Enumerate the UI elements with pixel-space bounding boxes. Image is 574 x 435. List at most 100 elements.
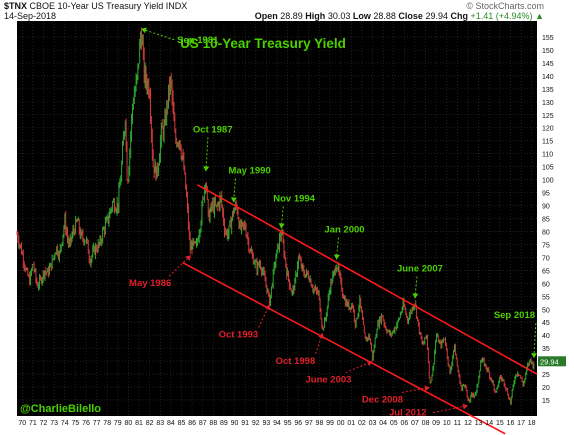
annotation-label: Oct 1987: [193, 124, 233, 135]
annotation-label: Dec 2008: [362, 394, 403, 405]
channel-upper-line: [197, 184, 538, 375]
annotation-arrowhead: [531, 352, 538, 359]
symbol: $TNX: [4, 1, 28, 11]
y-tick-label: 50: [542, 307, 550, 314]
x-tick-label: 78: [103, 420, 111, 427]
y-tick-label: 80: [542, 229, 550, 236]
y-tick-label: 90: [542, 204, 550, 211]
x-tick-label: 76: [82, 420, 90, 427]
channel-lower-line: [182, 261, 506, 435]
x-tick-label: 90: [231, 420, 239, 427]
annotation-arrowhead: [203, 166, 210, 172]
x-tick-label: 02: [358, 420, 366, 427]
x-tick-label: 04: [379, 420, 387, 427]
x-tick-label: 11: [454, 420, 461, 427]
y-tick-label: 65: [542, 268, 550, 275]
y-tick-label: 95: [542, 191, 550, 198]
annotation-label: May 1990: [228, 166, 270, 177]
x-tick-label: 14: [485, 420, 493, 427]
y-tick-label: 140: [542, 74, 554, 81]
annotation-arrow: [533, 323, 537, 359]
annotation-arrowhead: [278, 223, 285, 229]
y-tick-label: 125: [542, 113, 554, 120]
annotation-label: June 2007: [397, 263, 443, 274]
symbol-description: CBOE 10-Year US Treasury Yield INDX: [29, 1, 188, 11]
y-tick-label: 155: [542, 35, 554, 42]
close-label: Close: [398, 11, 423, 21]
annotation-arrow: [168, 254, 192, 277]
trend-channel: [182, 184, 538, 435]
annotation-arrowhead: [185, 255, 192, 261]
annotation-arrowhead: [141, 27, 147, 34]
close-value: 29.94: [425, 11, 448, 21]
chg-value: +1.41 (+4.94%): [470, 11, 533, 21]
x-tick-label: 85: [178, 420, 186, 427]
annotation-label: Jul 2012: [389, 408, 427, 419]
annotation-arrowhead: [333, 254, 340, 260]
x-axis: 70 71 72 73 74 75 76 77 78 79 80 81 82 83 84 85 86 87 88 89…: [18, 420, 535, 427]
high-value: 30.03: [327, 11, 351, 21]
x-tick-label: 17: [517, 420, 525, 427]
x-tick-label: 82: [146, 420, 154, 427]
x-tick-label: 99: [326, 420, 334, 427]
y-tick-label: 85: [542, 217, 550, 224]
annotation-label: Oct 1993: [219, 329, 259, 340]
last-price-box: [538, 356, 566, 367]
y-tick-label: 20: [542, 385, 550, 392]
x-tick-label: 93: [262, 420, 270, 427]
x-tick-label: 10: [443, 420, 451, 427]
annotation-arrow: [141, 28, 175, 41]
x-tick-label: 70: [18, 420, 26, 427]
annotation-arrowhead: [318, 333, 324, 339]
y-tick-label: 145: [542, 61, 554, 68]
y-tick-label: 110: [542, 152, 553, 159]
x-tick-label: 06: [400, 420, 408, 427]
chart-title: US 10-Year Treasury Yield: [180, 36, 346, 51]
y-tick-label: 105: [542, 165, 554, 172]
x-tick-label: 86: [188, 420, 196, 427]
annotation-arrowhead: [230, 197, 237, 203]
y-tick-label: 15: [542, 398, 550, 405]
y-tick-label: 150: [542, 48, 554, 55]
high-label: High: [305, 11, 326, 21]
annotation-label: Jan 2000: [324, 225, 364, 236]
x-tick-label: 98: [316, 420, 324, 427]
plot-background: [17, 21, 537, 416]
x-tick-label: 07: [411, 420, 419, 427]
open-label: Open: [254, 11, 278, 21]
x-tick-label: 16: [507, 420, 515, 427]
y-tick-label: 135: [542, 87, 554, 94]
x-tick-label: 09: [432, 420, 440, 427]
annotation-arrow: [432, 405, 469, 414]
chg-label: Chg: [450, 11, 469, 21]
low-value: 28.88: [373, 11, 396, 21]
annotation-arrow: [401, 386, 430, 393]
y-tick-label: 70: [542, 255, 550, 262]
annotation-arrowhead: [462, 403, 469, 410]
annotation-arrowhead: [366, 360, 373, 367]
y-tick-label: 55: [542, 294, 550, 301]
x-tick-label: 95: [284, 420, 292, 427]
chart-date: 14-Sep-2018: [4, 11, 57, 21]
y-tick-label: 25: [542, 372, 550, 379]
x-tick-label: 73: [50, 420, 58, 427]
y-tick-label: 100: [542, 178, 554, 185]
x-tick-label: 01: [347, 420, 355, 427]
annotation-arrowhead: [424, 385, 430, 392]
annotation-label: Sep 1981: [177, 35, 219, 46]
low-label: Low: [352, 11, 371, 21]
x-tick-label: 81: [135, 420, 143, 427]
x-tick-label: 15: [496, 420, 504, 427]
y-axis: 1520253035404550556065707580859095100105…: [542, 35, 554, 405]
x-tick-label: 97: [305, 420, 313, 427]
annotation-label: May 1986: [129, 278, 171, 289]
price-candles: [16, 27, 535, 405]
x-tick-label: 08: [422, 420, 430, 427]
x-tick-label: 88: [209, 420, 217, 427]
annotation-label: Nov 1994: [273, 193, 315, 204]
annotation-label: Oct 1998: [276, 356, 316, 367]
y-tick-label: 40: [542, 333, 550, 340]
x-tick-label: 77: [93, 420, 101, 427]
